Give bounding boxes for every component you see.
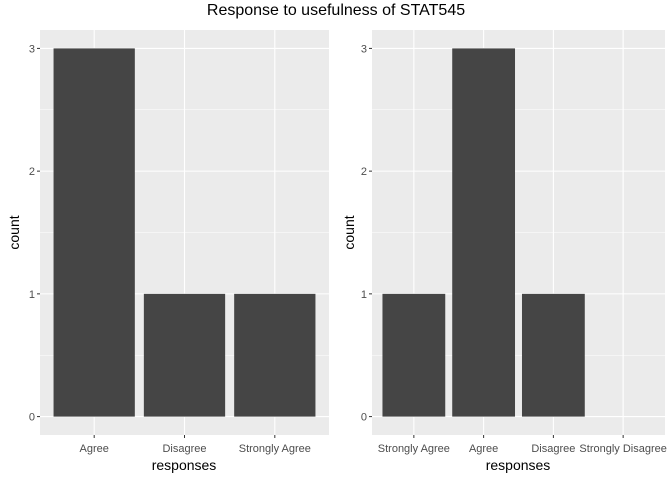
y-tick-label: 0 <box>361 412 367 424</box>
x-tick-label: Agree <box>469 443 498 455</box>
y-tick-label: 2 <box>29 166 35 178</box>
chart-title: Response to usefulness of STAT545 <box>206 2 466 19</box>
y-axis-title: count <box>341 215 357 249</box>
bar <box>143 293 226 417</box>
x-tick-label: Strongly Agree <box>378 443 450 455</box>
y-tick-label: 1 <box>361 289 367 301</box>
y-tick-label: 1 <box>29 289 35 301</box>
y-tick-label: 2 <box>361 166 367 178</box>
bar <box>521 293 585 417</box>
bar <box>53 48 135 417</box>
bar <box>234 293 316 417</box>
y-tick-label: 0 <box>29 412 35 424</box>
x-tick-label: Agree <box>80 443 109 455</box>
x-axis-title: responses <box>486 457 551 473</box>
x-tick-label: Disagree <box>531 443 575 455</box>
x-tick-label: Strongly Agree <box>239 443 311 455</box>
y-tick-label: 3 <box>361 43 367 55</box>
bar <box>382 293 446 417</box>
x-tick-label: Disagree <box>162 443 206 455</box>
y-tick-label: 3 <box>29 43 35 55</box>
bar <box>452 48 516 417</box>
x-tick-label: Strongly Disagree <box>579 443 666 455</box>
y-axis-title: count <box>6 215 22 249</box>
x-axis-title: responses <box>152 457 217 473</box>
